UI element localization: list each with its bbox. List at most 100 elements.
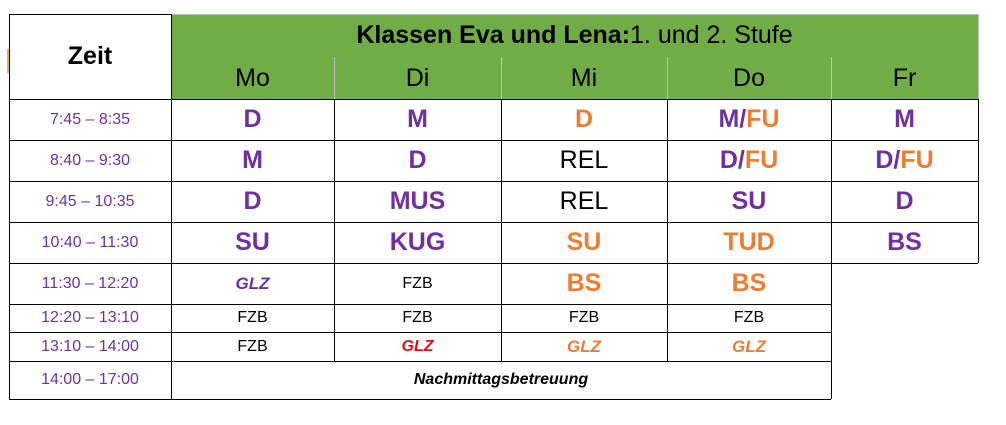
afternoon-care-label: Nachmittagsbetreuung — [413, 371, 589, 388]
day-header-do: Do — [667, 57, 831, 99]
day-label: Mo — [235, 63, 270, 92]
lesson-cell: TUD — [667, 222, 831, 263]
zeit-label: Zeit — [67, 42, 113, 70]
lesson-subject: FZB — [237, 309, 268, 326]
grid-line — [9, 263, 978, 264]
time-label: 7:45 – 8:35 — [49, 110, 131, 128]
day-label: Mi — [570, 63, 598, 92]
lesson-cell: M — [334, 99, 501, 140]
lesson-subject: TUD — [723, 228, 775, 256]
time-label: 12:20 – 13:10 — [41, 309, 139, 326]
lesson-subject: M — [242, 146, 263, 174]
lesson-subject: SU — [235, 228, 270, 256]
day-header-fr: Fr — [831, 57, 978, 99]
lesson-cell: BS — [667, 263, 831, 304]
day-label: Di — [405, 63, 430, 92]
time-slot: 9:45 – 10:35 — [9, 181, 171, 222]
grid-line — [334, 99, 335, 361]
time-label: 11:30 – 12:20 — [41, 274, 139, 292]
lesson-cell: D — [334, 140, 501, 181]
time-label: 10:40 – 11:30 — [41, 233, 139, 251]
time-slot: 8:40 – 9:30 — [9, 140, 171, 181]
lesson-subject: D/ — [875, 146, 901, 174]
time-slot: 10:40 – 11:30 — [9, 222, 171, 263]
lesson-cell: D — [501, 99, 667, 140]
lesson-subject: FU — [744, 146, 779, 174]
lesson-subject: BS — [887, 228, 922, 256]
lesson-subject: FU — [900, 146, 934, 174]
lesson-cell: GLZ — [501, 332, 667, 361]
lesson-cell: FZB — [171, 304, 334, 332]
lesson-subject: FZB — [237, 337, 268, 355]
lesson-cell: D/ FU — [831, 140, 978, 181]
time-slot: 13:10 – 14:00 — [9, 332, 171, 361]
lesson-subject: FU — [746, 105, 780, 133]
lesson-cell: BS — [831, 222, 978, 263]
lesson-subject: FZB — [402, 309, 433, 326]
grid-line — [9, 332, 831, 333]
lesson-subject: FZB — [733, 309, 765, 326]
day-label: Fr — [892, 63, 917, 92]
lesson-cell: REL — [501, 181, 667, 222]
lesson-cell: FZB — [171, 332, 334, 361]
time-slot: 12:20 – 13:10 — [9, 304, 171, 332]
lesson-subject: REL — [559, 146, 609, 174]
lesson-subject: GLZ — [567, 336, 601, 356]
grid-line — [501, 99, 502, 361]
grid-line — [667, 57, 668, 99]
lesson-subject: D — [574, 105, 594, 133]
lesson-cell: D — [171, 181, 334, 222]
grid-line — [9, 140, 978, 141]
lesson-subject: D — [408, 146, 427, 174]
grid-line — [831, 57, 832, 99]
grid-line — [9, 399, 831, 400]
time-label: 13:10 – 14:00 — [41, 337, 139, 355]
lesson-cell: KUG — [334, 222, 501, 263]
lesson-cell: SU — [171, 222, 334, 263]
lesson-subject: SU — [566, 228, 602, 256]
grid-line — [9, 99, 978, 100]
class-title-bold: Klassen Eva und Lena: — [356, 21, 631, 49]
lesson-subject: D/ — [719, 146, 745, 174]
grid-line — [7, 49, 9, 73]
lesson-subject: REL — [559, 187, 609, 215]
grid-line — [9, 222, 978, 223]
day-header-mi: Mi — [501, 57, 667, 99]
lesson-cell: BS — [501, 263, 667, 304]
lesson-cell: M/FU — [667, 99, 831, 140]
grid-line — [171, 14, 172, 99]
day-header-di: Di — [334, 57, 501, 99]
lesson-subject: GLZ — [401, 337, 434, 355]
grid-line — [334, 57, 335, 99]
grid-line — [831, 99, 832, 399]
lesson-cell: M — [831, 99, 978, 140]
lesson-cell: M — [171, 140, 334, 181]
lesson-cell: GLZ — [334, 332, 501, 361]
time-slot: 7:45 – 8:35 — [9, 99, 171, 140]
grid-line — [171, 99, 172, 399]
time-slot: 14:00 – 17:00 — [9, 361, 171, 399]
lesson-subject: M — [894, 105, 915, 133]
grid-line — [9, 304, 831, 305]
class-title: Klassen Eva und Lena: 1. und 2. Stufe — [171, 14, 978, 57]
lesson-cell: D — [171, 99, 334, 140]
lesson-cell: GLZ — [667, 332, 831, 361]
time-label: 9:45 – 10:35 — [45, 192, 135, 210]
lesson-subject: KUG — [389, 228, 446, 256]
lesson-subject: BS — [566, 269, 602, 297]
lesson-subject: FZB — [402, 274, 433, 292]
time-label: 8:40 – 9:30 — [49, 151, 131, 169]
lesson-subject: FZB — [568, 309, 600, 326]
grid-line — [9, 14, 171, 15]
lesson-subject: D — [243, 105, 262, 133]
lesson-cell: MUS — [334, 181, 501, 222]
lesson-cell: FZB — [501, 304, 667, 332]
grid-line — [9, 361, 831, 362]
time-label: 14:00 – 17:00 — [41, 371, 139, 388]
grid-line — [501, 57, 502, 99]
day-label: Do — [733, 63, 765, 92]
lesson-subject: D — [243, 187, 262, 215]
lesson-cell: REL — [501, 140, 667, 181]
lesson-subject: M/ — [718, 105, 747, 133]
lesson-subject: M — [407, 105, 428, 133]
